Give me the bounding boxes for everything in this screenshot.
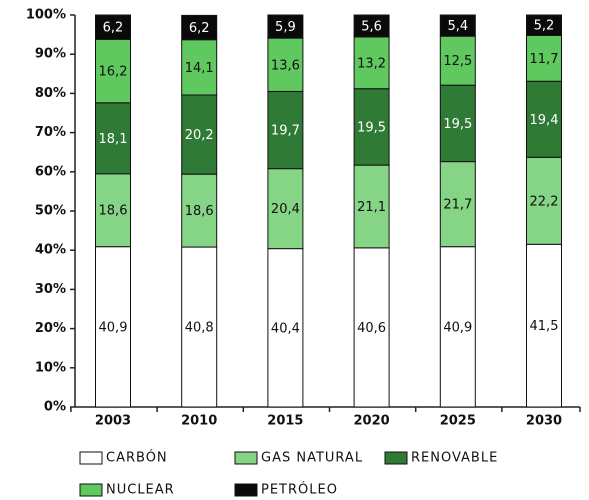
value-label: 40,4 [271, 321, 300, 336]
value-label: 6,2 [189, 21, 210, 36]
bar-segment [95, 38, 131, 104]
bar-segment [526, 80, 562, 158]
y-tick-label: 80% [35, 86, 66, 101]
bar-segment [439, 84, 476, 163]
legend-label: RENOVABLE [411, 451, 498, 466]
value-label: 5,4 [447, 19, 468, 34]
bar-segment [181, 39, 218, 96]
value-label: 20,4 [271, 202, 300, 217]
bar-segment [353, 14, 390, 38]
value-label: 41,5 [530, 319, 559, 334]
value-label: 40,9 [443, 320, 472, 335]
bar-segment [267, 37, 304, 92]
value-label: 21,7 [443, 198, 472, 213]
bar-segment [95, 14, 131, 40]
y-tick-label: 20% [35, 321, 66, 336]
bar-segment [526, 243, 562, 408]
x-tick-label: 2020 [354, 414, 390, 429]
x-tick-label: 2030 [526, 414, 562, 429]
value-label: 5,2 [534, 19, 555, 34]
y-tick-label: 70% [35, 125, 66, 140]
bar-segment [181, 94, 218, 175]
bar-segment [95, 173, 131, 248]
value-label: 16,2 [99, 65, 128, 80]
legend-label: PETRÓLEO [261, 482, 338, 498]
value-label: 19,5 [443, 117, 472, 132]
value-label: 22,2 [530, 194, 559, 209]
bar-segment [181, 14, 218, 41]
value-label: 6,2 [103, 21, 124, 36]
bar-segment [439, 246, 476, 408]
y-tick-label: 90% [35, 47, 66, 62]
legend-swatch [234, 451, 258, 465]
value-label: 11,7 [530, 52, 559, 67]
value-label: 18,6 [99, 204, 128, 219]
legend-label: NUCLEAR [106, 483, 175, 498]
x-tick-label: 2025 [440, 414, 476, 429]
y-tick-label: 10% [35, 360, 66, 375]
bar-segment [526, 14, 562, 36]
value-label: 12,5 [443, 54, 472, 69]
value-label: 13,6 [271, 58, 300, 73]
value-label: 18,6 [185, 204, 214, 219]
value-label: 19,4 [530, 113, 559, 128]
legend-swatch [384, 451, 408, 465]
bar-segment [526, 34, 562, 82]
bar-segment [181, 173, 218, 248]
value-label: 19,5 [357, 120, 386, 135]
value-label: 21,1 [357, 200, 386, 215]
value-label: 19,7 [271, 124, 300, 139]
bar-segment [181, 246, 218, 408]
y-tick-label: 0% [44, 400, 66, 415]
y-tick-label: 30% [35, 282, 66, 297]
value-label: 40,8 [185, 321, 214, 336]
bar-segment [267, 248, 304, 408]
x-tick-label: 2015 [267, 414, 303, 429]
bar-segment [95, 246, 131, 408]
legend-swatch [234, 483, 258, 497]
legend-label: GAS NATURAL [261, 451, 363, 466]
y-tick-label: 100% [26, 8, 66, 23]
x-tick-label: 2010 [181, 414, 217, 429]
value-label: 20,2 [185, 128, 214, 143]
value-label: 5,9 [275, 20, 296, 35]
bar-segment [95, 102, 131, 175]
value-label: 40,9 [99, 320, 128, 335]
y-tick-label: 60% [35, 164, 66, 179]
legend-label: CARBÓN [106, 450, 168, 466]
bar-segment [439, 14, 476, 37]
bar-segment [267, 14, 304, 39]
value-label: 40,6 [357, 321, 386, 336]
value-label: 14,1 [185, 61, 214, 76]
bar-segment [267, 168, 304, 250]
legend-swatch [79, 483, 103, 497]
y-tick-label: 40% [35, 243, 66, 258]
x-tick-label: 2003 [95, 414, 131, 429]
value-label: 18,1 [99, 132, 128, 147]
legend-swatch [79, 451, 103, 465]
bar-segment [267, 90, 304, 170]
value-label: 5,6 [361, 19, 382, 34]
y-tick-label: 50% [35, 204, 66, 219]
bar-segment [439, 161, 476, 248]
value-label: 13,2 [357, 56, 386, 71]
bar-segment [439, 35, 476, 86]
bar-segment [353, 88, 390, 166]
